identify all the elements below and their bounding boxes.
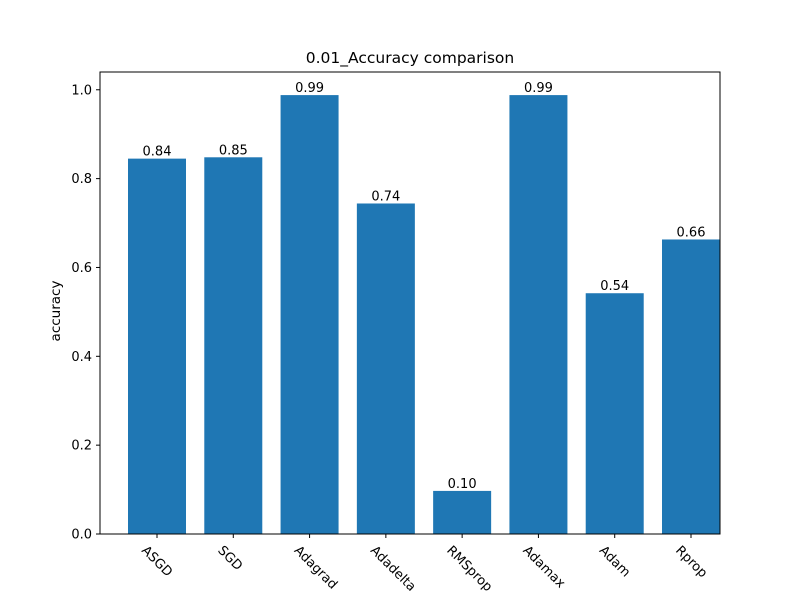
bar-adagrad: [280, 95, 339, 534]
y-tick-label: 0.0: [71, 528, 92, 543]
data-label-sgd: 0.85: [219, 143, 248, 158]
data-label-rmsprop: 0.10: [448, 477, 477, 492]
bar-adam: [585, 293, 644, 534]
y-tick-label: 0.8: [71, 172, 92, 187]
axes-layer: [99, 71, 721, 535]
bar-sgd: [204, 157, 263, 535]
data-label-adagrad: 0.99: [295, 81, 324, 96]
data-label-rprop: 0.66: [677, 225, 706, 240]
bar-adamax: [509, 95, 568, 534]
chart-title: 0.01_Accuracy comparison: [306, 49, 514, 68]
bar-rprop: [662, 239, 720, 535]
y-tick-label: 1.0: [71, 83, 92, 98]
data-label-adamax: 0.99: [524, 81, 553, 96]
y-ticks-layer: 0.0 0.2 0.4 0.6 0.8 1.0: [71, 83, 100, 543]
data-label-adadelta: 0.74: [371, 189, 400, 204]
data-labels-layer: 0.84 0.85 0.99 0.74 0.10 0.99 0.54 0.66: [143, 81, 706, 492]
bar-asgd: [128, 158, 186, 535]
plot-frame: [99, 71, 721, 535]
y-tick-label: 0.4: [71, 350, 92, 365]
bar-adadelta: [356, 203, 415, 535]
bar-rmsprop: [433, 490, 492, 534]
y-tick-label: 0.6: [71, 261, 92, 276]
bars-layer: [128, 95, 720, 535]
data-label-adam: 0.54: [600, 279, 629, 294]
data-label-asgd: 0.84: [143, 145, 172, 160]
y-axis-label: accuracy: [48, 281, 64, 342]
y-tick-label: 0.2: [71, 439, 92, 454]
